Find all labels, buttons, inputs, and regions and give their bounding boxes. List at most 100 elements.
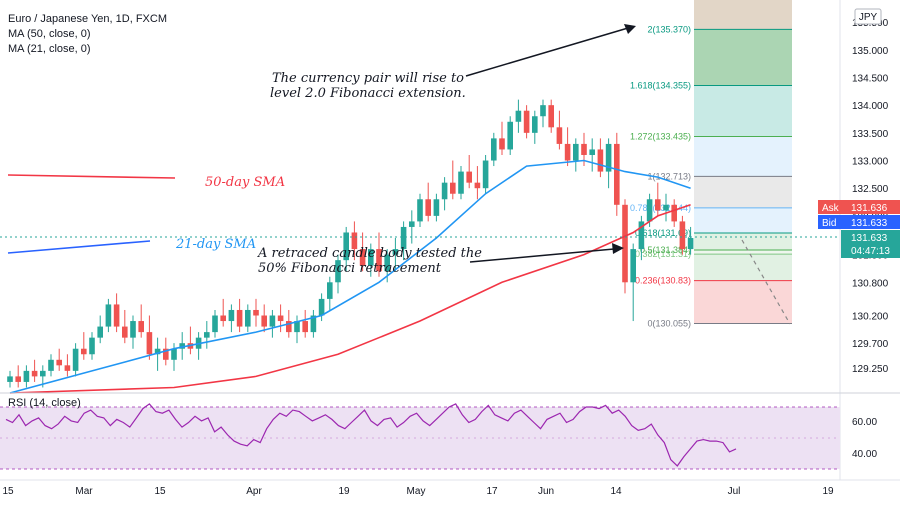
- candle-29: [245, 304, 251, 333]
- candle-body: [368, 249, 374, 266]
- candle-31: [261, 304, 267, 333]
- candle-body: [204, 332, 210, 338]
- candle-5: [48, 354, 54, 377]
- candle-66: [548, 99, 554, 133]
- symbol-title[interactable]: Euro / Japanese Yen, 1D, FXCM: [8, 13, 167, 25]
- rsi-tick-40: 40.00: [852, 449, 877, 460]
- candle-61: [507, 116, 513, 155]
- candle-63: [523, 105, 530, 139]
- fib-label-1.618: 1.618(134.355): [630, 81, 691, 91]
- candle-body: [56, 359, 62, 366]
- time-tick-3: Apr: [246, 486, 262, 497]
- price-tick-9: 134.000: [852, 101, 889, 112]
- candle-79: [655, 182, 661, 216]
- candle-body: [105, 304, 112, 327]
- ma50-legend[interactable]: MA (50, close, 0): [8, 28, 91, 40]
- time-axis[interactable]: [0, 480, 900, 500]
- candle-body: [646, 199, 653, 222]
- candle-73: [605, 138, 612, 189]
- candle-body: [491, 138, 497, 161]
- time-tick-6: 17: [486, 486, 498, 497]
- time-tick-7: Jun: [538, 486, 554, 497]
- time-tick-4: 19: [338, 486, 350, 497]
- candle-body: [130, 321, 136, 338]
- legend-box: [4, 10, 182, 56]
- fib-zone-2: [694, 249, 792, 255]
- candle-64: [532, 110, 538, 144]
- candle-body: [31, 370, 38, 377]
- candle-body: [228, 309, 235, 322]
- candle-1: [15, 365, 21, 388]
- candle-body: [269, 315, 276, 327]
- extension-note-line1: The currency pair will rise to: [272, 71, 464, 86]
- candle-body: [351, 232, 358, 250]
- candle-body: [581, 143, 587, 155]
- fib-zone-0: [694, 280, 792, 324]
- candle-body: [89, 337, 95, 355]
- candle-body: [122, 326, 128, 338]
- bid-tag-box: [818, 215, 900, 229]
- candle-7: [64, 354, 71, 377]
- sma50-label-line: [7, 174, 176, 179]
- candle-body: [113, 304, 120, 327]
- candle-body: [507, 121, 513, 150]
- candle-69: [573, 138, 579, 172]
- fib-label-2: 2(135.370): [647, 24, 691, 34]
- candle-24: [204, 321, 210, 349]
- candle-16: [138, 304, 144, 338]
- candle-body: [286, 321, 292, 333]
- candle-74: [614, 132, 620, 216]
- candle-50: [417, 193, 423, 227]
- candle-42: [351, 221, 358, 261]
- candle-54: [450, 160, 456, 200]
- candle-body: [400, 226, 407, 250]
- ask-tag: Ask 131.636: [818, 200, 900, 214]
- candle-body: [81, 348, 87, 355]
- candle-body: [532, 116, 538, 133]
- time-tick-10: 19: [822, 486, 834, 497]
- candle-62: [515, 99, 522, 133]
- candle-75: [622, 199, 628, 294]
- candle-body: [72, 348, 79, 371]
- candle-body: [605, 143, 612, 172]
- candle-body: [310, 315, 317, 333]
- time-tick-1: Mar: [75, 486, 93, 497]
- rsi-legend[interactable]: RSI (14, close): [8, 397, 81, 409]
- currency-badge[interactable]: JPY: [854, 8, 882, 25]
- fib-label-0.382: 0.382(131.31): [635, 249, 691, 259]
- sma21-label: 21-day SMA: [175, 237, 256, 252]
- candle-59: [491, 132, 497, 167]
- candle-body: [474, 182, 481, 189]
- ma21-legend[interactable]: MA (21, close, 0): [8, 43, 91, 55]
- candle-53: [441, 177, 448, 211]
- candle-body: [548, 105, 554, 128]
- candle-6: [56, 348, 62, 371]
- candle-60: [499, 121, 505, 155]
- candle-body: [236, 309, 243, 327]
- candle-82: [679, 215, 686, 255]
- candle-71: [589, 138, 595, 172]
- candle-body: [671, 204, 677, 222]
- candle-body: [146, 332, 153, 355]
- projection-line: [741, 239, 791, 325]
- candle-35: [294, 315, 300, 344]
- candle-57: [474, 166, 481, 200]
- fib-label-0.5: 0.5(131.384): [640, 245, 691, 255]
- candle-3: [31, 359, 38, 382]
- candle-27: [228, 304, 235, 333]
- extension-arrow: [465, 27, 629, 77]
- candle-body: [630, 249, 636, 283]
- candle-body: [466, 171, 472, 183]
- candle-30: [253, 298, 259, 327]
- ask-label: Ask: [822, 203, 840, 214]
- price-tick-11: 135.000: [852, 46, 889, 57]
- candle-body: [392, 249, 399, 255]
- extension-arrowhead: [624, 24, 636, 34]
- candle-20: [171, 343, 177, 371]
- candle-body: [622, 204, 628, 283]
- moving-averages: [9, 159, 691, 394]
- sma50-label: 50-day SMA: [205, 175, 285, 190]
- candle-8: [72, 343, 79, 377]
